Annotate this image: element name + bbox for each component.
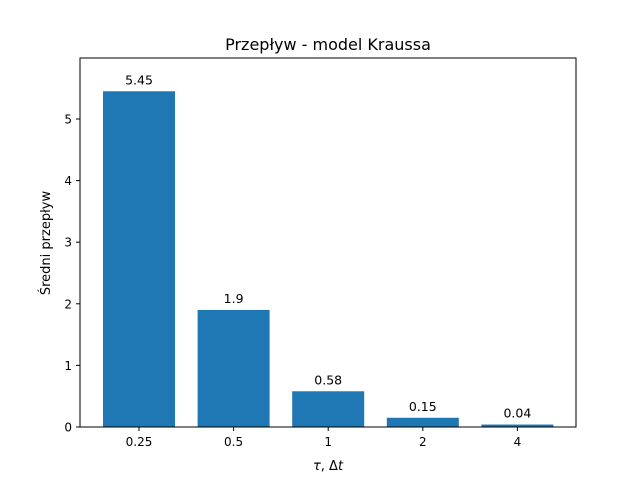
bar-1 (292, 391, 365, 427)
bar-4 (481, 424, 554, 427)
y-tick-label: 2 (64, 297, 72, 311)
bar-labels-group: 5.45 1.9 0.58 0.15 0.04 (125, 72, 531, 420)
y-tick-label: 4 (64, 174, 72, 188)
y-tick-label: 0 (64, 421, 72, 435)
bars-group (103, 91, 554, 428)
bar-value-label: 0.58 (314, 372, 342, 387)
y-tick-label: 3 (64, 236, 72, 250)
x-axis-label-tau: τ (313, 459, 321, 474)
y-axis-ticks: 0 1 2 3 4 5 (64, 112, 80, 435)
x-tick-label: 4 (514, 435, 522, 449)
y-axis-label: Średni przepływ (38, 191, 54, 296)
x-tick-label: 0.5 (224, 435, 243, 449)
bar-value-label: 1.9 (224, 291, 244, 306)
y-tick-label: 1 (64, 359, 72, 373)
x-axis-label-t: t (338, 459, 344, 474)
x-axis-label-sep: , Δ (321, 459, 338, 474)
bar-0.25 (103, 91, 175, 428)
plot-frame (79, 57, 577, 428)
x-tick-label: 0.25 (126, 435, 153, 449)
bar-value-label: 5.45 (125, 72, 153, 87)
chart-title: Przepływ - model Kraussa (225, 35, 431, 54)
bar-value-label: 0.04 (503, 406, 531, 421)
y-tick-label: 5 (64, 112, 72, 126)
bar-2 (386, 417, 459, 427)
x-tick-label: 2 (419, 435, 427, 449)
x-tick-label: 1 (324, 435, 332, 449)
bar-value-label: 0.15 (409, 399, 437, 414)
bar-0.5 (197, 309, 270, 427)
x-axis-ticks: 0.25 0.5 1 2 4 (126, 427, 522, 449)
x-axis-label: τ, Δt (313, 459, 344, 474)
